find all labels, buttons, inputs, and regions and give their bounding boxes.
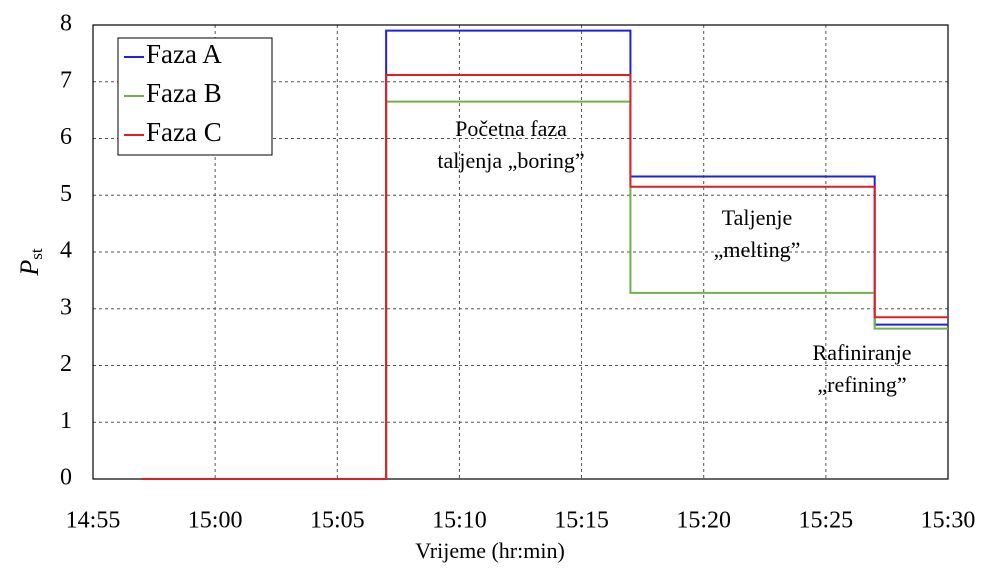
x-tick-label: 14:55 bbox=[66, 508, 121, 534]
y-tick-label: 2 bbox=[60, 351, 72, 377]
annotation: taljenja „boring” bbox=[437, 148, 584, 173]
y-tick-label: 8 bbox=[60, 11, 72, 37]
legend-label: Faza A bbox=[146, 39, 222, 69]
y-tick-label: 7 bbox=[60, 67, 72, 93]
annotation: „refining” bbox=[817, 372, 906, 397]
annotation: Rafiniranje bbox=[813, 340, 912, 365]
y-tick-label: 0 bbox=[60, 465, 72, 491]
x-tick-label: 15:25 bbox=[799, 508, 854, 534]
x-tick-label: 15:15 bbox=[554, 508, 609, 534]
y-tick-label: 6 bbox=[60, 124, 72, 150]
legend-label: Faza B bbox=[146, 78, 222, 108]
annotation: Taljenje bbox=[722, 205, 793, 230]
y-tick-label: 1 bbox=[60, 408, 72, 434]
y-tick-label: 5 bbox=[60, 181, 72, 207]
x-axis-label: Vrijeme (hr:min) bbox=[415, 538, 565, 563]
legend-label: Faza C bbox=[146, 117, 222, 147]
x-tick-label: 15:20 bbox=[676, 508, 731, 534]
x-tick-label: 15:00 bbox=[188, 508, 243, 534]
y-tick-label: 3 bbox=[60, 294, 72, 320]
y-axis-label: Pst bbox=[15, 248, 46, 277]
x-tick-label: 15:30 bbox=[921, 508, 976, 534]
annotation: „melting” bbox=[714, 237, 801, 262]
series-line bbox=[141, 73, 948, 480]
y-axis-label-sub: st bbox=[27, 248, 46, 260]
plot-frame bbox=[92, 24, 949, 480]
x-tick-label: 15:05 bbox=[310, 508, 365, 534]
y-axis-label-main: P bbox=[15, 260, 44, 277]
y-tick-label: 4 bbox=[60, 238, 72, 264]
annotation: Početna faza bbox=[455, 116, 567, 141]
x-tick-label: 15:10 bbox=[432, 508, 487, 534]
